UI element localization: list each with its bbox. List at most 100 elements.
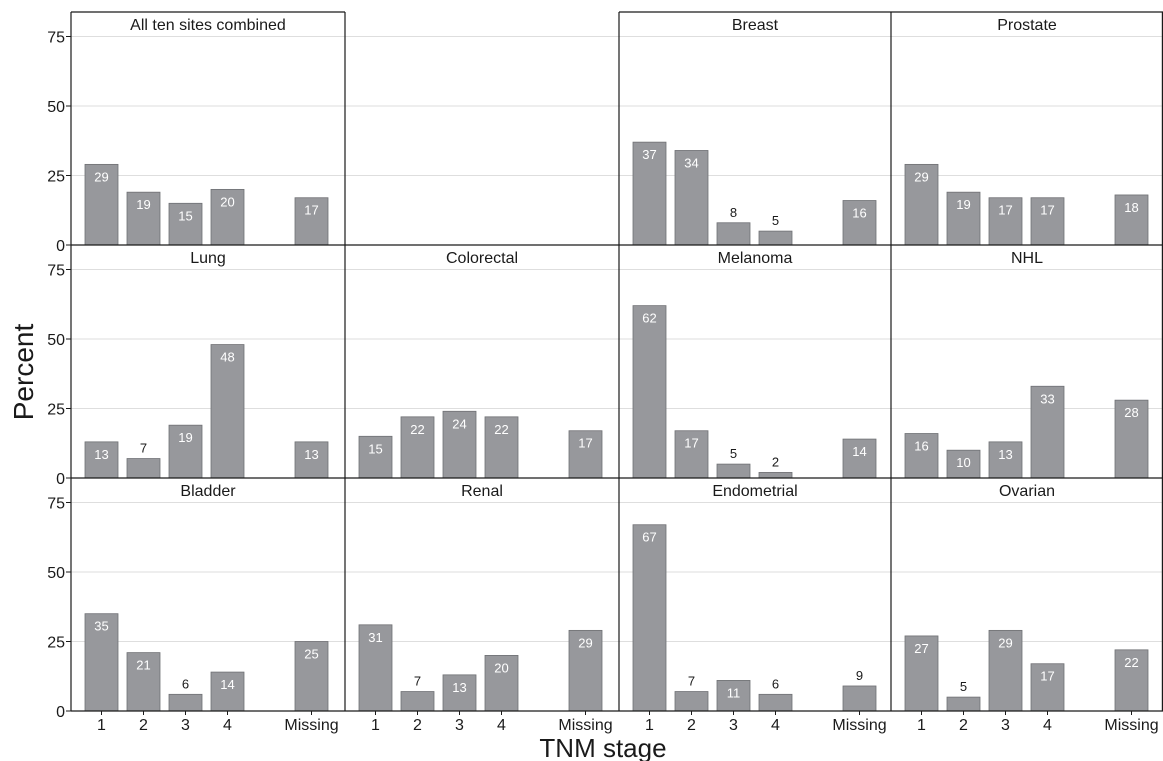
panel-title: Endometrial bbox=[712, 483, 797, 500]
data-label: 5 bbox=[772, 213, 779, 228]
x-tick-label: 4 bbox=[1043, 717, 1052, 734]
y-tick-label: 0 bbox=[56, 238, 65, 255]
data-label: 19 bbox=[178, 430, 192, 445]
frame-layer bbox=[66, 11, 1163, 715]
bar bbox=[126, 458, 161, 479]
data-label: 13 bbox=[452, 680, 466, 695]
bar bbox=[1030, 197, 1065, 246]
data-label: 29 bbox=[578, 635, 592, 650]
x-tick-label: 1 bbox=[371, 717, 380, 734]
y-tick-label: 25 bbox=[47, 402, 65, 419]
data-label: 20 bbox=[494, 660, 508, 675]
bar bbox=[400, 416, 435, 479]
y-axis-label: Percent bbox=[8, 324, 39, 421]
x-tick-label: 2 bbox=[959, 717, 968, 734]
data-label: 5 bbox=[960, 679, 967, 694]
bar bbox=[716, 463, 751, 479]
bar bbox=[904, 433, 939, 479]
data-label: 5 bbox=[730, 446, 737, 461]
panel-title: Breast bbox=[732, 17, 779, 34]
data-label: 7 bbox=[414, 674, 421, 689]
panel-title: Renal bbox=[461, 483, 503, 500]
data-label: 17 bbox=[998, 203, 1012, 218]
data-label: 7 bbox=[688, 674, 695, 689]
data-label: 28 bbox=[1124, 405, 1138, 420]
bar bbox=[842, 200, 877, 246]
bar bbox=[946, 191, 981, 246]
data-label: 16 bbox=[852, 206, 866, 221]
panel-title: Prostate bbox=[997, 17, 1057, 34]
y-tick-label: 75 bbox=[47, 263, 65, 280]
x-tick-label: 2 bbox=[687, 717, 696, 734]
x-tick-label: 1 bbox=[97, 717, 106, 734]
data-label: 19 bbox=[956, 197, 970, 212]
panel-title: NHL bbox=[1011, 250, 1043, 267]
data-label: 24 bbox=[452, 416, 466, 431]
bar bbox=[904, 635, 939, 712]
bar bbox=[84, 163, 119, 246]
data-label: 17 bbox=[1040, 669, 1054, 684]
data-label: 17 bbox=[684, 436, 698, 451]
bar bbox=[442, 674, 477, 712]
x-tick-label: 3 bbox=[455, 717, 464, 734]
y-tick-label: 0 bbox=[56, 471, 65, 488]
bar bbox=[674, 430, 709, 479]
x-axis-label: TNM stage bbox=[539, 733, 666, 761]
data-label: 29 bbox=[94, 169, 108, 184]
data-label: 14 bbox=[220, 677, 234, 692]
data-label: 29 bbox=[998, 635, 1012, 650]
data-label: 22 bbox=[494, 422, 508, 437]
bar bbox=[674, 150, 709, 246]
data-label: 29 bbox=[914, 169, 928, 184]
bar bbox=[294, 641, 329, 712]
data-label: 21 bbox=[136, 658, 150, 673]
bar bbox=[568, 430, 603, 479]
x-tick-label: Missing bbox=[1104, 717, 1158, 734]
bars-layer bbox=[84, 141, 1149, 712]
data-label: 15 bbox=[368, 441, 382, 456]
x-tick-label: 4 bbox=[771, 717, 780, 734]
bar bbox=[674, 691, 709, 712]
data-label: 15 bbox=[178, 208, 192, 223]
bar bbox=[400, 691, 435, 712]
panel-title: All ten sites combined bbox=[130, 17, 286, 34]
bar bbox=[84, 441, 119, 479]
bar bbox=[294, 441, 329, 479]
data-label: 48 bbox=[220, 350, 234, 365]
panel-title: Lung bbox=[190, 250, 226, 267]
data-label: 6 bbox=[182, 676, 189, 691]
x-tick-label: 4 bbox=[223, 717, 232, 734]
bar bbox=[632, 524, 667, 712]
bar bbox=[210, 188, 245, 246]
data-label: 17 bbox=[304, 203, 318, 218]
y-tick-label: 50 bbox=[47, 332, 65, 349]
panel-title: Ovarian bbox=[999, 483, 1055, 500]
data-label: 62 bbox=[642, 311, 656, 326]
data-label: 11 bbox=[727, 685, 741, 700]
grid-layer bbox=[71, 36, 1163, 642]
y-tick-label: 50 bbox=[47, 99, 65, 116]
x-tick-label: Missing bbox=[558, 717, 612, 734]
data-label: 34 bbox=[684, 155, 698, 170]
data-label: 17 bbox=[578, 436, 592, 451]
x-tick-label: 4 bbox=[497, 717, 506, 734]
y-tick-label: 0 bbox=[56, 704, 65, 721]
x-tick-label: 2 bbox=[413, 717, 422, 734]
y-tick-label: 75 bbox=[47, 496, 65, 513]
panel-title: Melanoma bbox=[718, 250, 793, 267]
bar bbox=[716, 680, 751, 712]
data-label: 22 bbox=[410, 422, 424, 437]
data-label: 27 bbox=[914, 641, 928, 656]
y-tick-label: 75 bbox=[47, 30, 65, 47]
data-label: 17 bbox=[1040, 203, 1054, 218]
data-label: 25 bbox=[304, 647, 318, 662]
panel-title: Bladder bbox=[180, 483, 236, 500]
data-label: 7 bbox=[140, 441, 147, 456]
data-label: 8 bbox=[730, 205, 737, 220]
x-tick-label: 3 bbox=[181, 717, 190, 734]
data-label: 6 bbox=[772, 676, 779, 691]
data-label: 20 bbox=[220, 194, 234, 209]
bar bbox=[632, 305, 667, 479]
